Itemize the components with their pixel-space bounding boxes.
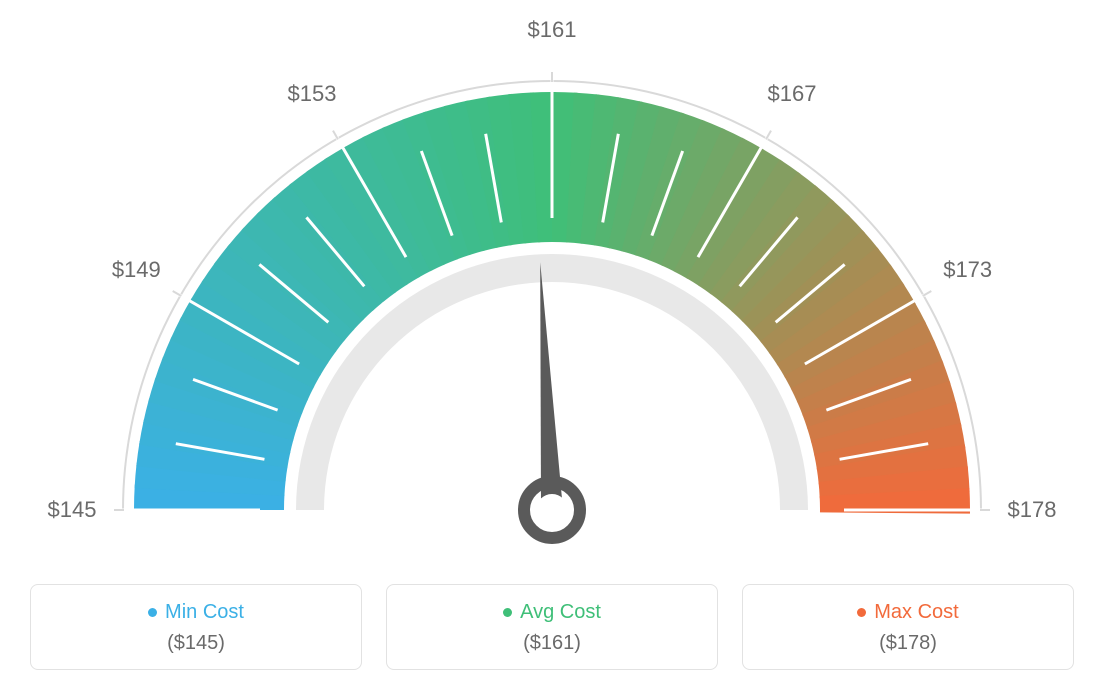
legend-card-max: Max Cost ($178) <box>742 584 1074 670</box>
legend-row: Min Cost ($145) Avg Cost ($161) Max Cost… <box>30 584 1074 670</box>
legend-dot-min <box>148 608 157 617</box>
legend-value-max: ($178) <box>753 632 1063 655</box>
gauge-chart-container: $145 $149 $153 $161 $167 $173 $178 Min Cost ($… <box>0 0 1104 690</box>
legend-title-avg: Avg Cost <box>503 601 601 624</box>
gauge-tick-label: $178 <box>1008 497 1057 523</box>
legend-label-min: Min Cost <box>165 601 244 624</box>
gauge-area: $145 $149 $153 $161 $167 $173 $178 <box>0 0 1104 560</box>
legend-value-avg: ($161) <box>397 632 707 655</box>
legend-title-min: Min Cost <box>148 601 244 624</box>
legend-card-min: Min Cost ($145) <box>30 584 362 670</box>
gauge-tick-label: $173 <box>943 257 992 283</box>
legend-dot-avg <box>503 608 512 617</box>
gauge-svg <box>0 0 1104 560</box>
gauge-tick-label: $161 <box>528 17 577 43</box>
gauge-tick-label: $149 <box>112 257 161 283</box>
legend-label-max: Max Cost <box>874 601 958 624</box>
legend-label-avg: Avg Cost <box>520 601 601 624</box>
legend-card-avg: Avg Cost ($161) <box>386 584 718 670</box>
gauge-tick-label: $145 <box>48 497 97 523</box>
legend-title-max: Max Cost <box>857 601 958 624</box>
gauge-tick-label: $153 <box>288 81 337 107</box>
gauge-tick-label: $167 <box>768 81 817 107</box>
legend-value-min: ($145) <box>41 632 351 655</box>
legend-dot-max <box>857 608 866 617</box>
